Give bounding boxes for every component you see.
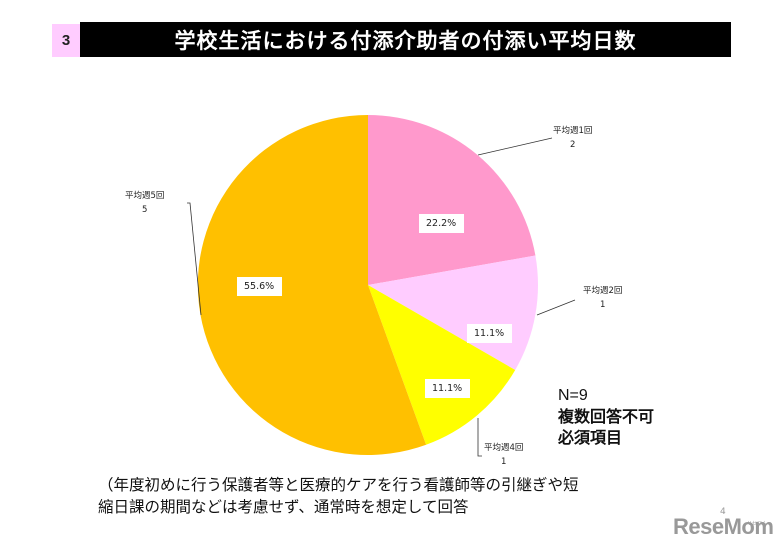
data-label-pct-weekly-5: 55.6%: [237, 277, 283, 296]
category-name: 平均週1回: [553, 126, 593, 136]
section-number-badge: 3: [52, 24, 80, 57]
single-answer-note: 複数回答不可: [558, 407, 655, 426]
category-label-weekly-2: 平均週2回 1: [583, 284, 622, 312]
resemom-logo-sub: リセマム: [747, 521, 768, 527]
leader-line-weekly-5: [187, 202, 202, 316]
footnote: （年度初めに行う保護者等と医療的ケアを行う看護師等の引継ぎや短 縮日課の期間など…: [98, 474, 579, 518]
category-value: 1: [600, 300, 606, 310]
category-name: 平均週2回: [583, 286, 623, 296]
page-title: 学校生活における付添介助者の付添い平均日数: [80, 22, 731, 57]
sample-size: N=9: [558, 387, 588, 404]
resemom-logo: ReseMom: [673, 514, 774, 539]
leader-line-weekly-2: [536, 299, 576, 316]
footnote-line-1: （年度初めに行う保護者等と医療的ケアを行う看護師等の引継ぎや短: [98, 476, 579, 494]
category-label-weekly-1: 平均週1回 2: [553, 124, 592, 152]
pie-slice-weekly-5: [197, 114, 427, 455]
leader-line-weekly-4: [477, 418, 482, 457]
pie-slice-weekly-4: [368, 285, 516, 445]
leader-line-weekly-1: [477, 137, 553, 156]
category-name: 平均週4回: [484, 443, 524, 453]
data-label-pct-weekly-1: 22.2%: [419, 214, 465, 233]
sample-note: N=9 複数回答不可 必須項目: [558, 385, 654, 448]
category-label-weekly-4: 平均週4回 1: [484, 441, 523, 469]
category-value: 1: [501, 457, 507, 467]
category-value: 2: [570, 140, 576, 150]
category-name: 平均週5回: [125, 191, 165, 201]
required-note: 必須項目: [558, 428, 623, 447]
category-label-weekly-5: 平均週5回 5: [125, 189, 164, 217]
data-label-pct-weekly-2: 11.1%: [467, 324, 513, 343]
footnote-line-2: 縮日課の期間などは考慮せず、通常時を想定して回答: [98, 498, 469, 516]
page-number: 4: [720, 507, 726, 517]
category-value: 5: [142, 205, 148, 215]
pie-slice-weekly-1: [368, 115, 536, 285]
data-label-pct-weekly-4: 11.1%: [425, 379, 471, 398]
